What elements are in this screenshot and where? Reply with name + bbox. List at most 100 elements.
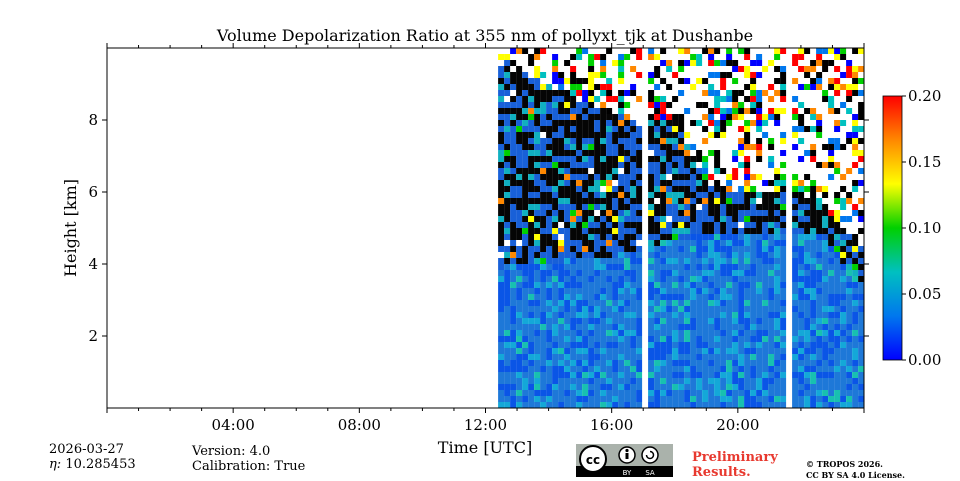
heatmap-cell [558, 72, 565, 78]
heatmap-cell [522, 294, 529, 300]
heatmap-cell [756, 240, 763, 246]
heatmap-cell [828, 108, 835, 114]
heatmap-cell [750, 222, 757, 228]
heatmap-cell [858, 270, 864, 276]
heatmap-cell [714, 360, 721, 366]
heatmap-cell [744, 330, 751, 336]
heatmap-cell [684, 234, 691, 240]
heatmap-cell [750, 300, 757, 306]
heatmap-cell [534, 126, 541, 132]
heatmap-cell [516, 48, 523, 54]
heatmap-cell [564, 78, 571, 84]
heatmap-cell [756, 120, 763, 126]
heatmap-cell [654, 270, 661, 276]
heatmap-cell [498, 54, 505, 60]
heatmap-cell [504, 120, 511, 126]
heatmap-cell [636, 324, 643, 330]
heatmap-cell [522, 138, 529, 144]
heatmap-cell [594, 204, 601, 210]
heatmap-cell [630, 126, 637, 132]
heatmap-cell [738, 336, 745, 342]
heatmap-cell [822, 192, 829, 198]
heatmap-cell [576, 114, 583, 120]
heatmap-cell [714, 72, 721, 78]
heatmap-cell [654, 162, 661, 168]
heatmap-cell [498, 180, 505, 186]
heatmap-cell [588, 60, 595, 66]
heatmap-cell [636, 288, 643, 294]
heatmap-cell [660, 138, 667, 144]
heatmap-cell [588, 138, 595, 144]
heatmap-cell [804, 312, 811, 318]
heatmap-cell [510, 114, 517, 120]
heatmap-cell [702, 192, 709, 198]
heatmap-cell [570, 54, 577, 60]
heatmap-cell [696, 252, 703, 258]
heatmap-cell [774, 198, 781, 204]
heatmap-cell [852, 312, 859, 318]
heatmap-cell [588, 390, 595, 396]
heatmap-cell [768, 384, 775, 390]
heatmap-cell [600, 192, 607, 198]
heatmap-cell [714, 228, 721, 234]
heatmap-cell [630, 222, 637, 228]
heatmap-cell [762, 204, 769, 210]
heatmap-cell [708, 294, 715, 300]
heatmap-cell [558, 132, 565, 138]
heatmap-cell [582, 270, 589, 276]
heatmap-cell [678, 228, 685, 234]
heatmap-cell [666, 114, 673, 120]
heatmap-cell [780, 96, 787, 102]
heatmap-cell [648, 162, 655, 168]
heatmap-cell [744, 360, 751, 366]
heatmap-cell [768, 162, 775, 168]
heatmap-cell [660, 228, 667, 234]
heatmap-cell [780, 198, 787, 204]
heatmap-cell [594, 168, 601, 174]
heatmap-cell [732, 66, 739, 72]
heatmap-cell [672, 156, 679, 162]
heatmap-cell [534, 360, 541, 366]
heatmap-cell [774, 402, 781, 408]
heatmap-cell [612, 228, 619, 234]
heatmap-cell [726, 276, 733, 282]
heatmap-cell [852, 348, 859, 354]
heatmap-cell [612, 402, 619, 408]
eta-symbol: η: [49, 457, 66, 472]
heatmap-cell [558, 216, 565, 222]
heatmap-cell [540, 264, 547, 270]
heatmap-cell [516, 264, 523, 270]
heatmap-cell [558, 120, 565, 126]
heatmap-cell [564, 354, 571, 360]
heatmap-cell [846, 138, 853, 144]
heatmap-cell [546, 318, 553, 324]
heatmap-cell [780, 324, 787, 330]
heatmap-cell [606, 312, 613, 318]
heatmap-cell [504, 150, 511, 156]
heatmap-cell [522, 192, 529, 198]
heatmap-cell [690, 270, 697, 276]
heatmap-cell [702, 366, 709, 372]
heatmap-cell [690, 324, 697, 330]
heatmap-cell [636, 390, 643, 396]
heatmap-cell [834, 348, 841, 354]
heatmap-cell [708, 360, 715, 366]
heatmap-cell [678, 348, 685, 354]
heatmap-cell [714, 234, 721, 240]
heatmap-cell [588, 228, 595, 234]
heatmap-cell [816, 204, 823, 210]
heatmap-cell [684, 282, 691, 288]
heatmap-cell [714, 192, 721, 198]
heatmap-cell [624, 324, 631, 330]
x-tick-label: 04:00 [212, 416, 255, 434]
heatmap-cell [780, 372, 787, 378]
heatmap-cell [708, 300, 715, 306]
heatmap-cell [732, 264, 739, 270]
heatmap-cell [744, 162, 751, 168]
attribution-icon-body [625, 453, 629, 459]
heatmap-cell [720, 234, 727, 240]
heatmap-cell [618, 360, 625, 366]
heatmap-cell [798, 246, 805, 252]
heatmap-cell [738, 228, 745, 234]
heatmap-cell [606, 354, 613, 360]
